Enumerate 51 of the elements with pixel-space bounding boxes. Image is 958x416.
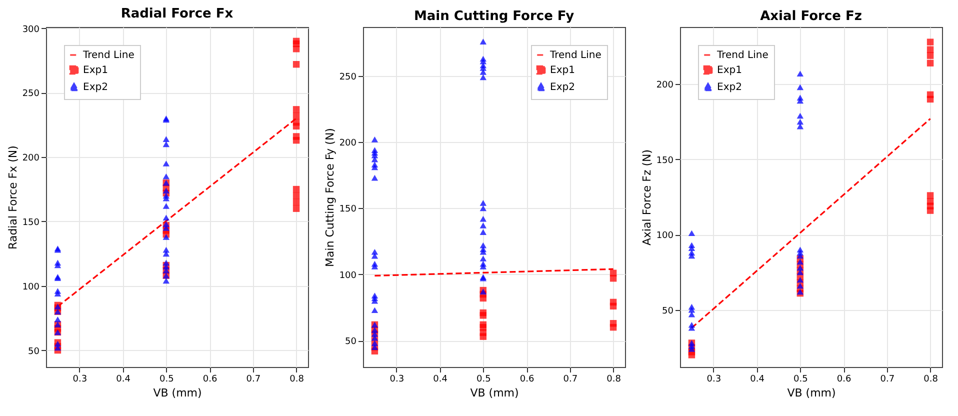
x-tick-label: 0.8 [606,374,622,384]
y-tick-label: 150 [656,156,674,166]
x-tick-label: 0.7 [880,374,895,384]
legend-label: Exp2 [83,82,108,93]
legend-label: Trend Line [716,50,768,61]
y-tick-label: 100 [656,231,674,242]
x-tick-label: 0.5 [476,374,491,384]
x-axis-title: VB (mm) [153,386,202,400]
y-axis-title: Radial Force Fx (N) [6,146,20,250]
x-tick-label: 0.6 [202,374,218,384]
y-tick-label: 300 [22,24,40,35]
y-tick-label: 50 [345,337,357,348]
y-tick-label: 200 [656,80,674,91]
y-axis-title: Main Cutting Force Fy (N) [323,128,336,267]
x-tick-label: 0.5 [159,374,174,384]
x-tick-label: 0.7 [563,374,578,384]
y-tick-label: 150 [339,204,357,215]
y-axis-title: Axial Force Fz (N) [640,149,654,246]
legend-label: Exp1 [83,65,108,76]
legend-label: Trend Line [82,50,134,61]
chart-title: Axial Force Fz [760,9,862,24]
x-tick-label: 0.8 [924,374,938,384]
legend-label: Trend Line [549,50,602,61]
chart-title: Radial Force Fx [120,6,234,22]
y-tick-label: 250 [22,89,40,100]
x-tick-label: 0.3 [72,374,88,384]
legend-label: Exp1 [550,65,575,76]
x-tick-label: 0.6 [520,374,534,384]
x-tick-label: 0.4 [750,374,765,384]
y-tick-label: 100 [22,282,40,292]
x-tick-label: 0.3 [390,374,404,384]
y-tick-label: 50 [28,346,40,357]
x-tick-label: 0.8 [290,374,304,384]
x-tick-label: 0.5 [793,374,808,384]
x-tick-label: 0.3 [706,374,722,384]
x-tick-label: 0.4 [433,374,448,384]
y-tick-label: 250 [339,72,357,82]
y-tick-label: 200 [339,138,357,149]
y-tick-label: 100 [339,270,357,281]
legend-label: Exp1 [717,65,742,76]
x-tick-label: 0.6 [836,374,852,384]
x-axis-title: VB (mm) [787,386,836,400]
y-tick-label: 150 [22,218,40,228]
y-tick-label: 200 [22,154,40,164]
x-tick-label: 0.7 [246,374,261,384]
legend-label: Exp2 [550,82,575,93]
x-axis-title: VB (mm) [470,386,519,400]
y-tick-label: 50 [662,306,674,316]
legend-label: Exp2 [717,82,742,93]
x-tick-label: 0.4 [116,374,131,384]
chart-title: Main Cutting Force Fy [414,9,575,24]
